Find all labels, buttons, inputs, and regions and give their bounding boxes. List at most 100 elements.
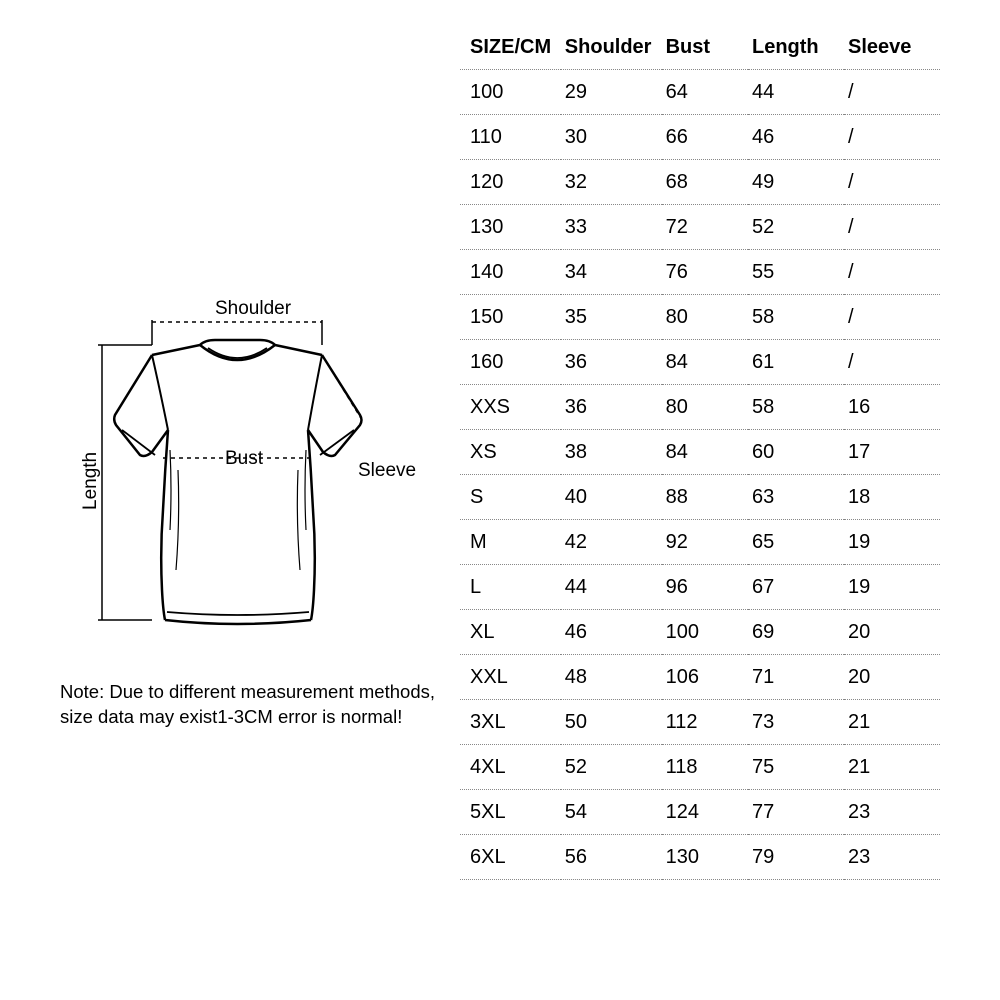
table-cell: 88 [662,475,748,520]
table-cell: 64 [662,70,748,115]
diagram-label-length: Length [80,452,102,510]
table-cell: 29 [561,70,662,115]
table-cell: 69 [748,610,844,655]
column-header: Bust [662,25,748,70]
column-header: Length [748,25,844,70]
table-cell: 6XL [460,835,561,880]
table-row: 4XL521187521 [460,745,940,790]
table-row: XXL481067120 [460,655,940,700]
table-cell: 36 [561,340,662,385]
table-cell: 19 [844,520,940,565]
table-cell: 65 [748,520,844,565]
table-cell: 55 [748,250,844,295]
table-cell: L [460,565,561,610]
table-cell: 58 [748,295,844,340]
table-cell: 80 [662,385,748,430]
table-cell: 21 [844,700,940,745]
table-cell: 140 [460,250,561,295]
table-cell: 50 [561,700,662,745]
table-cell: / [844,250,940,295]
table-row: 120326849/ [460,160,940,205]
table-cell: XXS [460,385,561,430]
table-cell: 76 [662,250,748,295]
table-cell: 36 [561,385,662,430]
table-cell: 56 [561,835,662,880]
table-cell: 40 [561,475,662,520]
table-cell: 112 [662,700,748,745]
table-row: 150358058/ [460,295,940,340]
table-cell: 54 [561,790,662,835]
table-row: XL461006920 [460,610,940,655]
size-table: SIZE/CMShoulderBustLengthSleeve 10029644… [460,25,940,880]
column-header: Sleeve [844,25,940,70]
table-cell: 16 [844,385,940,430]
table-cell: 46 [748,115,844,160]
table-cell: 21 [844,745,940,790]
table-body: 100296444/110306646/120326849/130337252/… [460,70,940,880]
table-cell: 3XL [460,700,561,745]
table-cell: 118 [662,745,748,790]
table-row: 140347655/ [460,250,940,295]
table-cell: 73 [748,700,844,745]
column-header: Shoulder [561,25,662,70]
column-header: SIZE/CM [460,25,561,70]
left-panel: Shoulder Bust Sleeve Length Note: Due to… [0,0,460,1000]
table-row: 3XL501127321 [460,700,940,745]
table-cell: 110 [460,115,561,160]
table-cell: M [460,520,561,565]
table-cell: / [844,205,940,250]
table-cell: 35 [561,295,662,340]
table-cell: 20 [844,655,940,700]
table-cell: 124 [662,790,748,835]
table-cell: 46 [561,610,662,655]
table-row: L44966719 [460,565,940,610]
table-cell: 100 [460,70,561,115]
table-cell: / [844,115,940,160]
table-row: S40886318 [460,475,940,520]
table-cell: / [844,70,940,115]
table-cell: 52 [561,745,662,790]
table-cell: 80 [662,295,748,340]
table-cell: XL [460,610,561,655]
table-cell: 66 [662,115,748,160]
table-cell: XS [460,430,561,475]
table-cell: 79 [748,835,844,880]
diagram-label-bust: Bust [225,448,263,470]
measurement-note: Note: Due to different measurement metho… [60,680,440,730]
table-cell: 17 [844,430,940,475]
table-cell: 44 [748,70,844,115]
size-chart-container: Shoulder Bust Sleeve Length Note: Due to… [0,0,1000,1000]
diagram-label-sleeve: Sleeve [358,460,416,482]
table-cell: 5XL [460,790,561,835]
table-cell: 130 [662,835,748,880]
table-cell: 34 [561,250,662,295]
table-row: 130337252/ [460,205,940,250]
table-row: 100296444/ [460,70,940,115]
table-cell: 84 [662,430,748,475]
table-row: XXS36805816 [460,385,940,430]
table-cell: / [844,160,940,205]
table-cell: 75 [748,745,844,790]
table-cell: 23 [844,835,940,880]
table-cell: 63 [748,475,844,520]
diagram-label-shoulder: Shoulder [215,298,291,320]
table-row: 6XL561307923 [460,835,940,880]
table-cell: 23 [844,790,940,835]
table-cell: 67 [748,565,844,610]
table-cell: 120 [460,160,561,205]
table-cell: 49 [748,160,844,205]
table-cell: 18 [844,475,940,520]
table-cell: / [844,340,940,385]
table-row: XS38846017 [460,430,940,475]
table-cell: 19 [844,565,940,610]
table-header: SIZE/CMShoulderBustLengthSleeve [460,25,940,70]
table-cell: 42 [561,520,662,565]
table-cell: 48 [561,655,662,700]
table-cell: 106 [662,655,748,700]
table-cell: 72 [662,205,748,250]
table-row: 5XL541247723 [460,790,940,835]
tshirt-diagram: Shoulder Bust Sleeve Length [60,290,420,650]
table-row: 110306646/ [460,115,940,160]
table-cell: 33 [561,205,662,250]
table-cell: 58 [748,385,844,430]
